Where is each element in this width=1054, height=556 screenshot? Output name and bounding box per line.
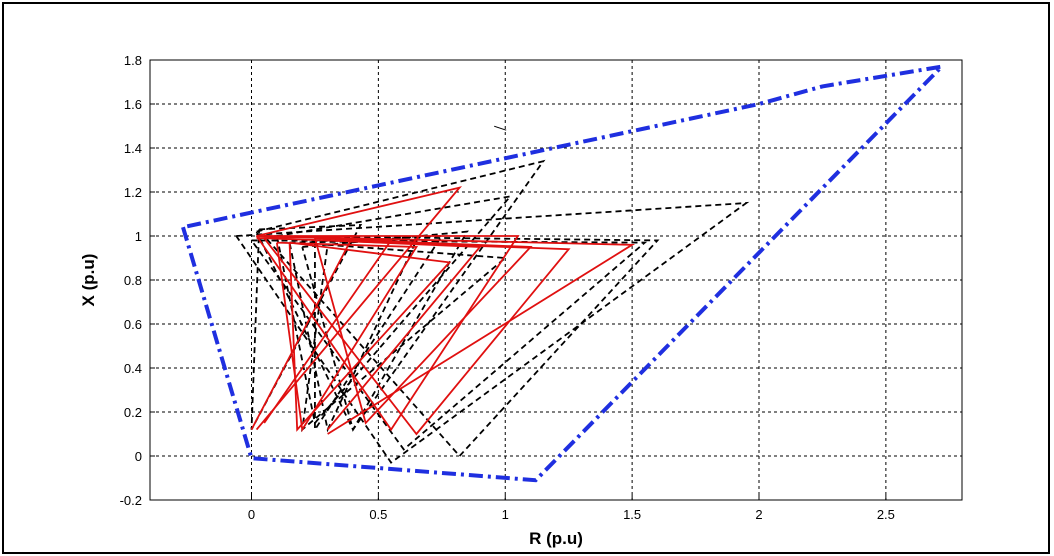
y-tick-label: 0.6 <box>124 317 142 332</box>
series-line-dashed <box>301 243 508 432</box>
y-tick-label: 1.4 <box>124 141 142 156</box>
x-tick-label: 1 <box>502 507 509 522</box>
x-axis-ticks: 0 0.5 1 1.5 2 2.5 <box>248 495 895 522</box>
y-tick-label: 1.8 <box>124 53 142 68</box>
series-line-solid <box>288 241 452 432</box>
annotation-mark <box>494 125 507 131</box>
series-line-solid <box>314 237 533 425</box>
y-axis-ticks: -0.2 0 0.2 0.4 0.6 0.8 1 1.2 1.4 1.6 1.8 <box>120 53 155 508</box>
x-tick-label: 2 <box>755 507 762 522</box>
y-tick-label: 0.4 <box>124 361 142 376</box>
series-line-dashed <box>235 201 750 464</box>
series-line-solid <box>256 235 636 435</box>
series-line-solid <box>255 186 463 431</box>
grid-lines <box>150 59 962 501</box>
series-line-solid <box>250 235 355 431</box>
y-tick-label: 1.6 <box>124 97 142 112</box>
y-tick-label: 0 <box>135 449 142 464</box>
x-tick-label: 1.5 <box>623 507 641 522</box>
series-line-dashed <box>250 224 363 431</box>
plot-content <box>181 63 948 483</box>
series-solid <box>250 186 636 436</box>
y-tick-label: 1 <box>135 229 142 244</box>
x-tick-label: 0 <box>248 507 255 522</box>
y-tick-label: 0.8 <box>124 273 142 288</box>
y-tick-label: 0.2 <box>124 405 142 420</box>
series-line-solid <box>326 239 482 431</box>
series-line-solid <box>275 241 419 433</box>
series-line-solid <box>255 235 520 432</box>
x-tick-label: 2.5 <box>877 507 895 522</box>
y-axis-label: X (p.u) <box>79 254 98 307</box>
series-line-dashed <box>275 195 513 425</box>
y-tick-label: 1.2 <box>124 185 142 200</box>
y-tick-label: -0.2 <box>120 493 142 508</box>
x-tick-label: 0.5 <box>369 507 387 522</box>
rx-trajectory-chart: 0 0.5 1 1.5 2 2.5 -0.2 0 0.2 0.4 0.6 0.8 1 1.2 1.4 1.6… <box>79 53 963 548</box>
x-axis-label: R (p.u) <box>529 529 583 548</box>
series-line-dashed <box>263 235 660 458</box>
